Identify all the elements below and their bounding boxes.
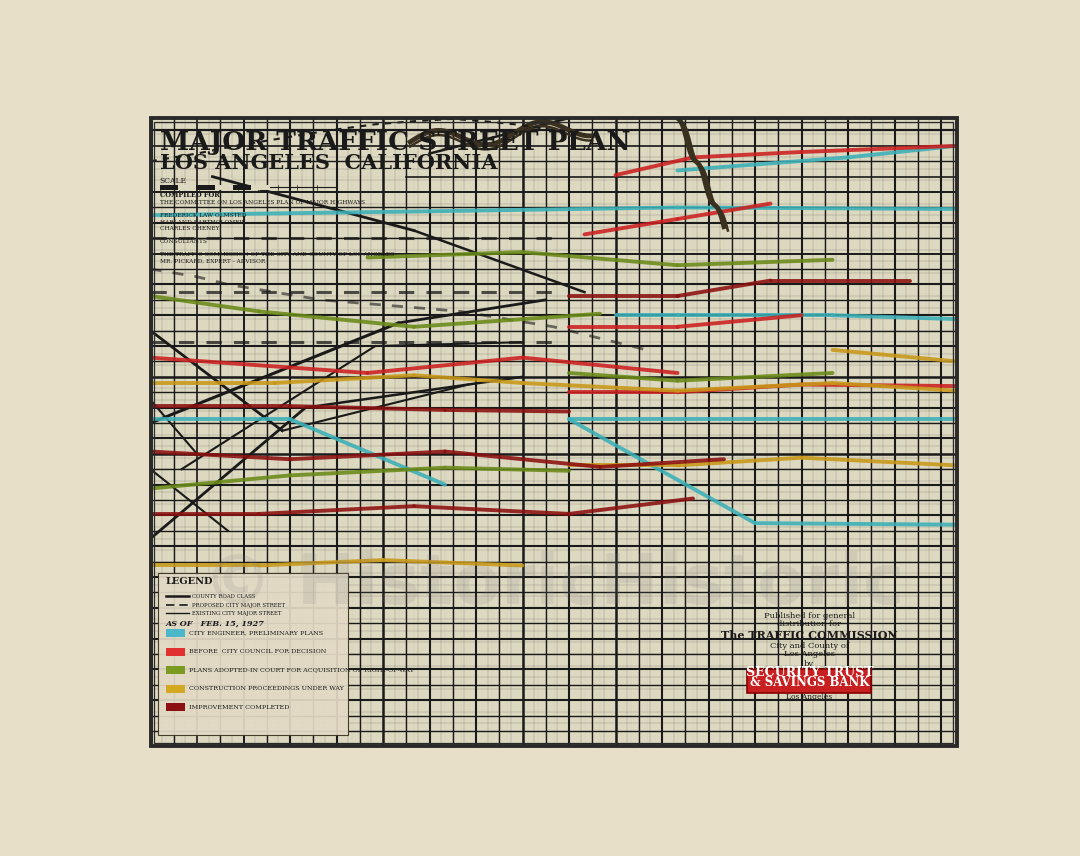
- Bar: [166, 629, 185, 637]
- Text: LOS ANGELES  CALIFORNIA: LOS ANGELES CALIFORNIA: [160, 153, 497, 173]
- Text: Published for general: Published for general: [764, 612, 854, 620]
- Text: PROPOSED CITY MAJOR STREET: PROPOSED CITY MAJOR STREET: [192, 603, 285, 608]
- Text: distribution for: distribution for: [778, 620, 841, 627]
- Text: EXISTING CITY MAJOR STREET: EXISTING CITY MAJOR STREET: [192, 611, 282, 616]
- Text: PLANS ADOPTED-IN COURT FOR ACQUISITION OF RIGHT-OF-WAY: PLANS ADOPTED-IN COURT FOR ACQUISITION O…: [189, 668, 415, 673]
- Text: © HistoricHistoric: © HistoricHistoric: [203, 551, 904, 618]
- Bar: [135, 103, 972, 118]
- Bar: [197, 185, 215, 190]
- Text: SCALE: SCALE: [160, 177, 187, 185]
- Bar: [166, 648, 185, 656]
- Bar: [178, 185, 197, 190]
- Text: CHARLES CHENEY: CHARLES CHENEY: [160, 226, 219, 231]
- Bar: [957, 103, 972, 762]
- Bar: [215, 185, 233, 190]
- Bar: [166, 704, 185, 711]
- Text: COUNTY ROAD CLASS: COUNTY ROAD CLASS: [192, 594, 256, 599]
- Text: CONSTRUCTION PROCEEDINGS UNDER WAY: CONSTRUCTION PROCEEDINGS UNDER WAY: [189, 687, 345, 691]
- Bar: [166, 666, 185, 674]
- Text: Los Angeles: Los Angeles: [784, 650, 835, 657]
- Bar: [135, 746, 972, 762]
- Text: City and County of: City and County of: [770, 642, 849, 650]
- Text: LEGEND: LEGEND: [166, 577, 214, 586]
- Text: MAJOR TRAFFIC STREET PLAN: MAJOR TRAFFIC STREET PLAN: [160, 130, 631, 155]
- Text: Los Angeles: Los Angeles: [786, 693, 833, 701]
- Text: The TRAFFIC COMMISSION: The TRAFFIC COMMISSION: [721, 630, 897, 640]
- Text: COMPILED FOR: COMPILED FOR: [160, 192, 219, 199]
- Text: THE COMMITTEE ON LOS ANGELES PLAN OF MAJOR HIGHWAYS: THE COMMITTEE ON LOS ANGELES PLAN OF MAJ…: [160, 200, 365, 205]
- Text: FREDERICK LAW OLMSTED: FREDERICK LAW OLMSTED: [160, 213, 246, 218]
- Text: by: by: [805, 660, 814, 669]
- Text: IMPROVEMENT COMPLETED: IMPROVEMENT COMPLETED: [189, 704, 289, 710]
- Text: MR. PICKARD, EXPERT - ADVISOR: MR. PICKARD, EXPERT - ADVISOR: [160, 259, 265, 264]
- Text: AS OF   FEB. 15, 1927: AS OF FEB. 15, 1927: [166, 620, 265, 627]
- Text: SECURITY TRUST: SECURITY TRUST: [745, 666, 873, 680]
- Bar: [160, 185, 178, 190]
- Bar: [233, 185, 252, 190]
- Bar: [747, 669, 872, 693]
- Bar: [166, 685, 185, 693]
- Text: THE TRAFFIC COMMISSION OF THE CITY AND COUNTY OF LOS ANGELES: THE TRAFFIC COMMISSION OF THE CITY AND C…: [160, 253, 394, 258]
- Bar: [159, 574, 348, 735]
- Text: HARLAND BARTHOLOMEW: HARLAND BARTHOLOMEW: [160, 220, 245, 224]
- Bar: [252, 185, 270, 190]
- Bar: [135, 103, 150, 762]
- Text: CITY ENGINEER, PRELIMINARY PLANS: CITY ENGINEER, PRELIMINARY PLANS: [189, 631, 323, 636]
- Text: BEFORE  CITY COUNCIL FOR DECISION: BEFORE CITY COUNCIL FOR DECISION: [189, 649, 326, 654]
- Text: CONSULTANTS: CONSULTANTS: [160, 239, 207, 244]
- Text: & SAVINGS BANK: & SAVINGS BANK: [750, 675, 869, 688]
